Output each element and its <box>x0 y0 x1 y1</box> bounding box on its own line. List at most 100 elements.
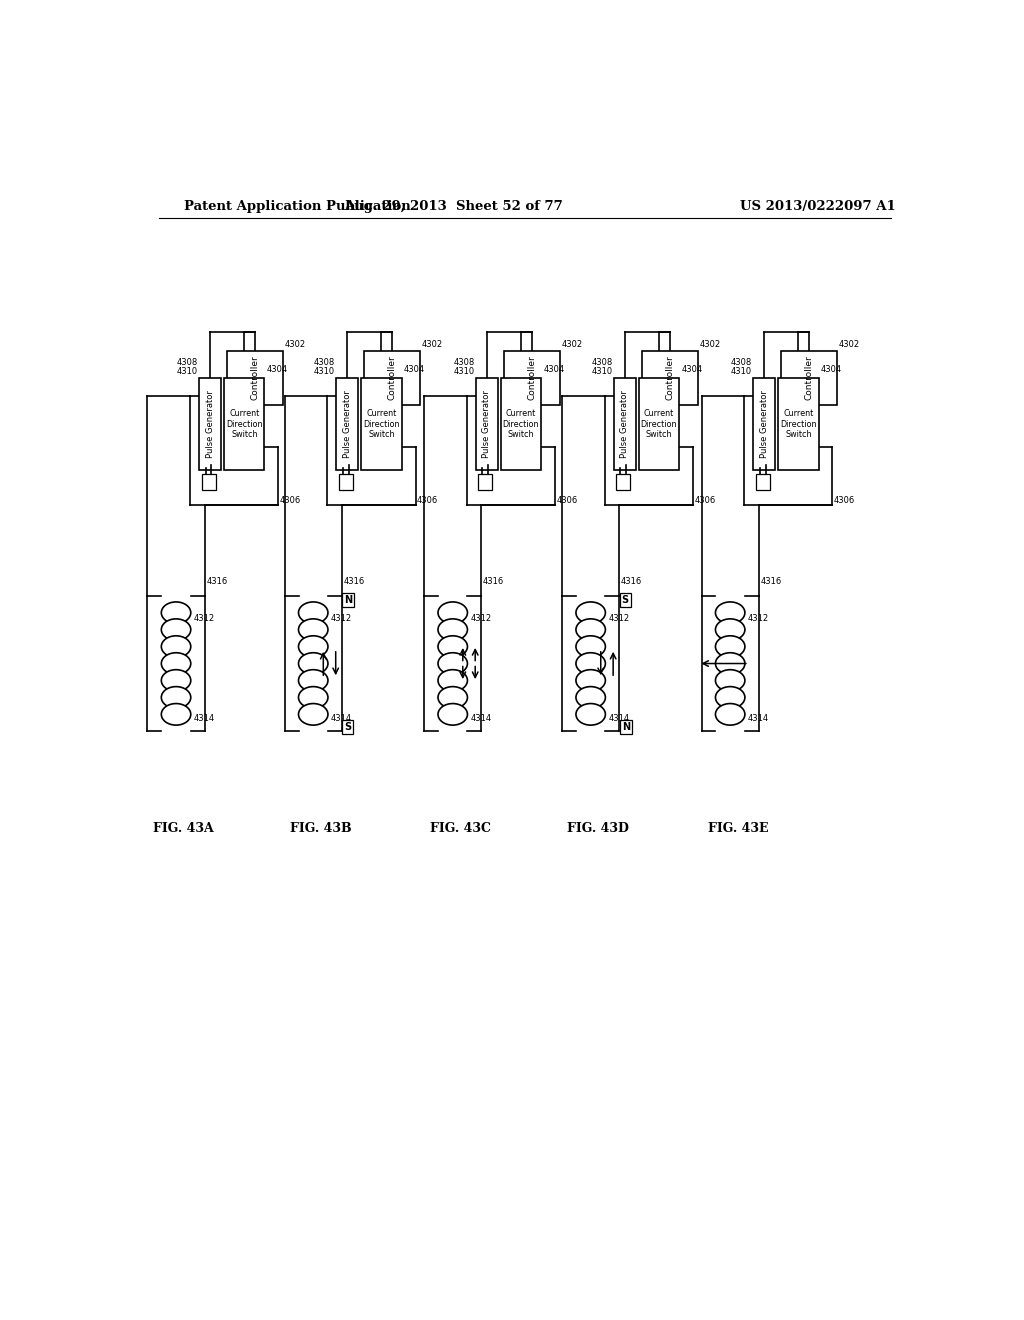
Ellipse shape <box>575 704 605 725</box>
Text: Current
Direction
Switch: Current Direction Switch <box>780 409 816 440</box>
Ellipse shape <box>716 686 744 708</box>
Text: 4316: 4316 <box>206 577 227 586</box>
Bar <box>200 378 221 470</box>
Bar <box>227 351 283 405</box>
Ellipse shape <box>162 653 190 675</box>
Ellipse shape <box>162 602 190 623</box>
Ellipse shape <box>299 636 328 657</box>
Text: Controller: Controller <box>527 355 537 400</box>
Text: Pulse Generator: Pulse Generator <box>206 391 215 458</box>
Ellipse shape <box>162 636 190 657</box>
Text: 4312: 4312 <box>471 614 492 623</box>
Text: Current
Direction
Switch: Current Direction Switch <box>226 409 262 440</box>
Text: FIG. 43B: FIG. 43B <box>290 822 352 834</box>
Text: 4306: 4306 <box>280 496 301 504</box>
Text: 4314: 4314 <box>331 714 352 722</box>
Ellipse shape <box>575 686 605 708</box>
Text: 4312: 4312 <box>331 614 352 623</box>
Text: 4302: 4302 <box>699 339 720 348</box>
Text: 4306: 4306 <box>417 496 438 504</box>
Text: 4310: 4310 <box>454 367 474 376</box>
Text: 4316: 4316 <box>483 577 504 586</box>
Ellipse shape <box>716 636 744 657</box>
Bar <box>501 378 541 470</box>
Ellipse shape <box>299 669 328 692</box>
Text: Pulse Generator: Pulse Generator <box>343 391 352 458</box>
Ellipse shape <box>299 602 328 623</box>
Text: 4304: 4304 <box>821 366 842 374</box>
Text: 4306: 4306 <box>557 496 578 504</box>
Bar <box>781 351 838 405</box>
Text: 4304: 4304 <box>544 366 564 374</box>
Ellipse shape <box>716 653 744 675</box>
Text: 4308: 4308 <box>591 358 612 367</box>
Bar <box>478 474 493 490</box>
Text: 4304: 4304 <box>681 366 702 374</box>
Text: FIG. 43D: FIG. 43D <box>567 822 630 834</box>
Bar <box>504 351 560 405</box>
Bar <box>754 378 775 470</box>
Bar <box>778 378 818 470</box>
Text: 4312: 4312 <box>748 614 769 623</box>
Bar <box>202 474 216 490</box>
Ellipse shape <box>575 602 605 623</box>
Text: Current
Direction
Switch: Current Direction Switch <box>503 409 540 440</box>
Text: S: S <box>344 722 351 733</box>
Text: 4310: 4310 <box>591 367 612 376</box>
Bar <box>365 351 420 405</box>
Ellipse shape <box>575 653 605 675</box>
Text: 4304: 4304 <box>403 366 425 374</box>
Text: N: N <box>622 722 630 733</box>
Text: 4314: 4314 <box>608 714 630 722</box>
Ellipse shape <box>575 669 605 692</box>
Text: 4316: 4316 <box>621 577 642 586</box>
Text: 4310: 4310 <box>731 367 752 376</box>
Text: 4314: 4314 <box>748 714 769 722</box>
Text: 4308: 4308 <box>731 358 752 367</box>
Bar <box>614 378 636 470</box>
Bar <box>639 378 679 470</box>
Text: 4302: 4302 <box>839 339 860 348</box>
Text: Controller: Controller <box>388 355 396 400</box>
Text: 4302: 4302 <box>285 339 306 348</box>
Ellipse shape <box>299 653 328 675</box>
Text: 4306: 4306 <box>834 496 855 504</box>
Text: 4310: 4310 <box>313 367 335 376</box>
Text: 4304: 4304 <box>266 366 288 374</box>
Bar <box>337 378 358 470</box>
Ellipse shape <box>438 704 467 725</box>
Text: US 2013/0222097 A1: US 2013/0222097 A1 <box>740 199 896 213</box>
Ellipse shape <box>575 619 605 640</box>
Ellipse shape <box>438 653 467 675</box>
Text: Pulse Generator: Pulse Generator <box>621 391 630 458</box>
Ellipse shape <box>716 704 744 725</box>
Text: Controller: Controller <box>666 355 674 400</box>
Text: Current
Direction
Switch: Current Direction Switch <box>364 409 399 440</box>
Ellipse shape <box>716 602 744 623</box>
Bar <box>361 378 401 470</box>
Ellipse shape <box>575 636 605 657</box>
Ellipse shape <box>438 686 467 708</box>
Text: 4310: 4310 <box>176 367 198 376</box>
Text: S: S <box>622 594 629 605</box>
Bar <box>642 351 697 405</box>
Bar <box>224 378 264 470</box>
Text: Patent Application Publication: Patent Application Publication <box>183 199 411 213</box>
Text: Controller: Controller <box>251 355 260 400</box>
Ellipse shape <box>299 619 328 640</box>
Ellipse shape <box>438 669 467 692</box>
Text: 4314: 4314 <box>471 714 492 722</box>
Ellipse shape <box>716 669 744 692</box>
Text: 4308: 4308 <box>454 358 474 367</box>
Ellipse shape <box>438 602 467 623</box>
Text: 4312: 4312 <box>194 614 215 623</box>
Bar <box>476 378 498 470</box>
Ellipse shape <box>162 669 190 692</box>
Bar <box>616 474 630 490</box>
Text: Controller: Controller <box>805 355 814 400</box>
Text: FIG. 43A: FIG. 43A <box>154 822 214 834</box>
Ellipse shape <box>299 686 328 708</box>
Text: 4308: 4308 <box>313 358 335 367</box>
Bar <box>339 474 352 490</box>
Text: 4314: 4314 <box>194 714 215 722</box>
